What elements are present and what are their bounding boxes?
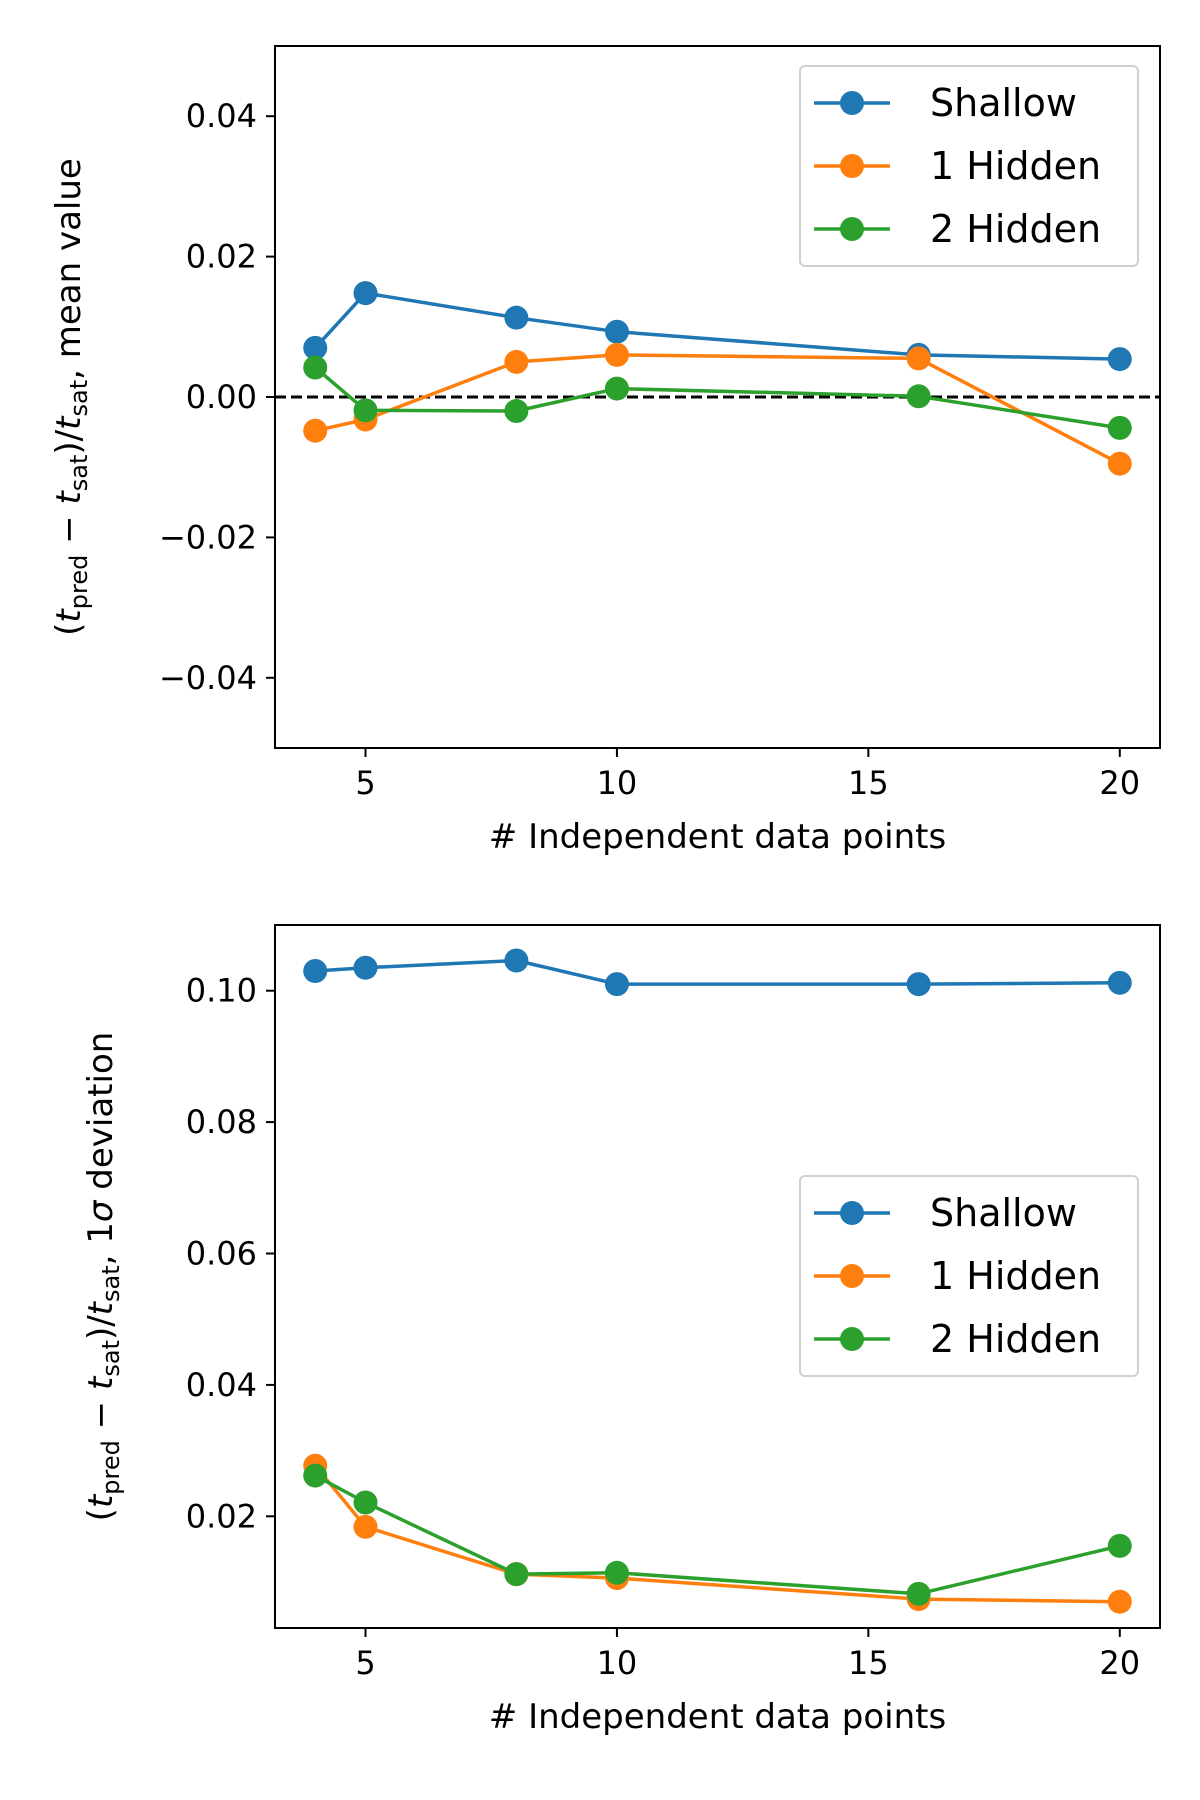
legend: Shallow 1 Hidden 2 Hidden — [799, 1175, 1139, 1377]
legend: Shallow 1 Hidden 2 Hidden — [799, 65, 1139, 267]
series-line-shallow — [313, 291, 1120, 361]
y-tick-label: 0.04 — [186, 1366, 257, 1404]
mean-value-panel: 5 10 15 20 −0.04 −0.02 0.00 0.02 0.04 # Independe… — [49, 45, 1161, 857]
y-tick-label: −0.04 — [159, 659, 257, 697]
data-point-shallow — [604, 319, 629, 344]
legend-marker-shallow — [840, 91, 864, 115]
data-point-shallow — [353, 281, 378, 306]
y-tick-label: 0.02 — [186, 1497, 257, 1535]
legend-label-2-hidden: 2 Hidden — [930, 1317, 1101, 1361]
data-point-shallow — [604, 972, 629, 997]
plot-area — [303, 281, 1132, 476]
data-point-2-hidden — [906, 384, 931, 409]
data-point-2-hidden — [353, 1490, 378, 1515]
legend-marker-2-hidden — [840, 217, 864, 241]
data-point-1-hidden — [353, 1514, 378, 1539]
x-tick-label: 5 — [355, 764, 375, 802]
data-point-shallow — [504, 305, 529, 330]
legend-label-1-hidden: 1 Hidden — [930, 144, 1101, 188]
deviation-panel: 5 10 15 20 0.02 0.04 0.06 0.08 0.10 # Independent… — [81, 924, 1161, 1737]
data-point-2-hidden — [303, 355, 328, 380]
data-point-shallow — [353, 955, 378, 980]
legend-marker-shallow — [840, 1201, 864, 1225]
data-point-1-hidden — [504, 349, 529, 374]
data-point-shallow — [504, 948, 529, 973]
data-point-shallow — [906, 972, 931, 997]
legend-marker-1-hidden — [840, 154, 864, 178]
x-axis-label: # Independent data points — [489, 1697, 946, 1737]
legend-label-shallow: Shallow — [930, 1191, 1077, 1235]
legend-marker-2-hidden — [840, 1327, 864, 1351]
legend-label-2-hidden: 2 Hidden — [930, 207, 1101, 251]
data-point-2-hidden — [1107, 1533, 1132, 1558]
legend-box — [799, 65, 1139, 267]
y-tick-label: 0.00 — [186, 378, 257, 416]
data-point-shallow — [303, 335, 328, 360]
x-tick-label: 20 — [1099, 1644, 1140, 1682]
data-point-2-hidden — [504, 1562, 529, 1587]
data-point-2-hidden — [353, 398, 378, 423]
legend-label-shallow: Shallow — [930, 81, 1077, 125]
y-tick-label: −0.02 — [159, 518, 257, 556]
x-tick-label: 10 — [597, 764, 638, 802]
data-point-2-hidden — [504, 399, 529, 424]
y-tick-label: 0.06 — [186, 1235, 257, 1273]
data-point-1-hidden — [906, 346, 931, 371]
axes-frame — [274, 924, 1161, 1629]
legend-label-1-hidden: 1 Hidden — [930, 1254, 1101, 1298]
legend-box — [799, 1175, 1139, 1377]
y-tick-label: 0.04 — [186, 97, 257, 135]
y-tick-label: 0.02 — [186, 238, 257, 276]
x-tick-label: 10 — [597, 1644, 638, 1682]
x-tick-label: 5 — [355, 1644, 375, 1682]
series-line-shallow — [315, 958, 1120, 986]
series-line-2-hidden — [314, 1474, 1121, 1596]
data-point-2-hidden — [1107, 415, 1132, 440]
data-point-2-hidden — [906, 1581, 931, 1606]
series-line-1-hidden — [313, 1464, 1120, 1604]
data-point-shallow — [303, 958, 328, 983]
plot-area — [303, 948, 1132, 1614]
data-point-2-hidden — [604, 1560, 629, 1585]
data-point-shallow — [1107, 970, 1132, 995]
data-point-2-hidden — [604, 376, 629, 401]
data-point-1-hidden — [303, 418, 328, 443]
x-tick-label: 15 — [848, 1644, 889, 1682]
legend-marker-1-hidden — [840, 1264, 864, 1288]
y-tick-label: 0.10 — [186, 972, 257, 1010]
y-tick-label: 0.08 — [186, 1103, 257, 1141]
data-point-1-hidden — [1107, 1589, 1132, 1614]
x-tick-label: 15 — [848, 764, 889, 802]
y-axis-label: (tpred − tsat)/tsat, 1σ deviation — [81, 1032, 125, 1522]
data-point-shallow — [1107, 347, 1132, 372]
data-point-1-hidden — [1107, 451, 1132, 476]
y-axis-label: (tpred − tsat)/tsat, mean value — [49, 158, 93, 636]
x-axis-label: # Independent data points — [489, 817, 946, 857]
x-tick-label: 20 — [1099, 764, 1140, 802]
data-point-1-hidden — [604, 342, 629, 367]
data-point-2-hidden — [303, 1463, 328, 1488]
